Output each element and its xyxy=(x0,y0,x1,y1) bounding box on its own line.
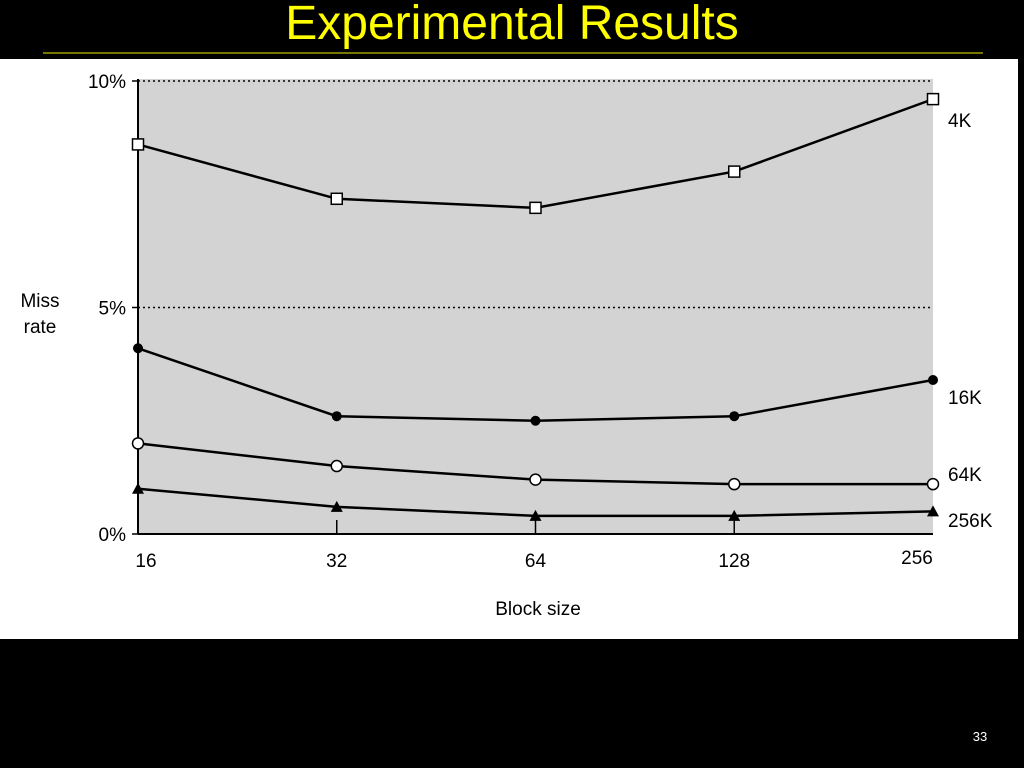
data-point-256K xyxy=(132,482,144,494)
axes xyxy=(132,79,933,535)
y-tick-label: 0% xyxy=(99,525,127,546)
data-point-16K xyxy=(331,411,342,422)
data-point-256K xyxy=(330,500,343,512)
x-tick-label: 16 xyxy=(135,551,156,572)
series-label-16K: 16K xyxy=(948,388,982,409)
data-point-16K xyxy=(729,411,740,422)
data-point-16K xyxy=(133,343,143,354)
data-point-64K xyxy=(330,459,343,473)
slide-number: 33 xyxy=(972,729,988,744)
y-tick-label: 10% xyxy=(88,72,126,93)
data-point-16K xyxy=(928,374,938,385)
x-tick-label: 256 xyxy=(901,548,933,569)
series-label-64K: 64K xyxy=(948,465,982,486)
y-axis-title: rate xyxy=(24,317,57,338)
y-tick-label: 5% xyxy=(99,299,127,320)
data-point-64K xyxy=(926,477,940,491)
x-tick-label: 32 xyxy=(326,551,347,572)
data-point-64K xyxy=(131,437,145,450)
data-point-256K xyxy=(529,509,542,521)
data-point-4K xyxy=(131,138,145,151)
series-label-4K: 4K xyxy=(948,111,972,132)
slide-title: Experimental Results xyxy=(285,0,739,50)
title-divider xyxy=(43,52,983,54)
data-point-64K xyxy=(529,473,542,486)
chart-panel: 16 32 64 128 256 0% 5% 10% Block size Miss rate 4K 1… xyxy=(0,59,1018,639)
data-point-16K xyxy=(530,415,541,426)
x-tick-label: 128 xyxy=(718,551,750,572)
data-point-4K xyxy=(728,165,741,178)
data-point-64K xyxy=(728,477,741,491)
chart-labels: 16 32 64 128 256 0% 5% 10% Block size Miss rate 4K 1… xyxy=(20,72,992,620)
x-axis-title: Block size xyxy=(495,599,581,620)
data-point-256K xyxy=(728,509,741,521)
x-tick-label: 64 xyxy=(525,551,547,572)
miss-rate-chart: 16 32 64 128 256 0% 5% 10% Block size Miss rate 4K 1… xyxy=(20,72,992,620)
data-point-4K xyxy=(330,192,343,206)
series-label-256K: 256K xyxy=(948,511,993,532)
data-point-4K xyxy=(529,201,542,215)
series-markers xyxy=(131,92,940,521)
y-axis-title: Miss xyxy=(20,291,59,312)
data-point-256K xyxy=(927,505,939,517)
data-point-4K xyxy=(926,92,940,106)
plot-area xyxy=(138,79,933,534)
